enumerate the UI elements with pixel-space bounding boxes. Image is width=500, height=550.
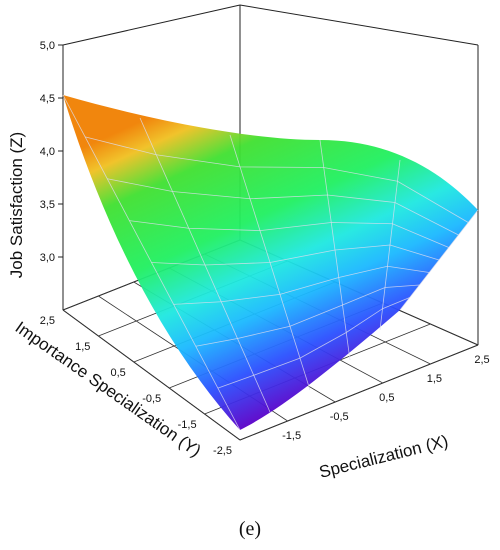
surface-mesh-line — [217, 297, 410, 389]
x-tick-label: 2,5 — [474, 354, 489, 366]
surface-mesh-line — [173, 265, 430, 305]
z-tick-label: 3,5 — [40, 199, 55, 211]
surface-mesh-line — [129, 220, 449, 248]
y-tick-label: -0,5 — [142, 393, 161, 405]
box-edge — [62, 4, 241, 46]
floor-grid-line — [239, 344, 479, 441]
z-axis-ticks: 5,0 4,5 4,0 3,5 3,0 — [40, 40, 63, 264]
surface-mesh-line — [107, 178, 459, 236]
z-tick-label: 3,0 — [40, 252, 55, 264]
x-axis-ticks: -1,5 -0,5 0,5 1,5 2,5 — [282, 354, 490, 442]
surface-mesh — [62, 94, 479, 431]
y-tick-label: 2,5 — [40, 315, 55, 327]
box-edge — [239, 4, 479, 46]
y-tick-label: -2,5 — [213, 445, 232, 457]
z-tick-label: 5,0 — [40, 40, 55, 52]
y-tick-label: 1,5 — [75, 341, 90, 353]
panel-label: (e) — [239, 518, 261, 540]
surface-mesh-line — [85, 136, 469, 223]
y-axis-ticks: 2,5 1,5 0,5 -0,5 -1,5 -2,5 — [40, 315, 232, 457]
x-tick-label: -1,5 — [282, 430, 301, 442]
x-tick-label: 0,5 — [379, 392, 394, 404]
y-tick-label: -1,5 — [178, 419, 197, 431]
x-tick-label: -0,5 — [330, 411, 349, 423]
surface-mesh-line — [151, 244, 440, 266]
floor-grid-line — [62, 309, 241, 441]
z-axis-title: Job Satisfaction (Z) — [7, 132, 26, 278]
x-axis-title: Specialization (X) — [317, 431, 450, 481]
surface-mesh-line — [195, 284, 420, 347]
x-tick-label: 1,5 — [427, 373, 442, 385]
z-tick-label: 4,5 — [40, 93, 55, 105]
y-tick-label: 0,5 — [111, 367, 126, 379]
z-tick-label: 4,0 — [40, 146, 55, 158]
